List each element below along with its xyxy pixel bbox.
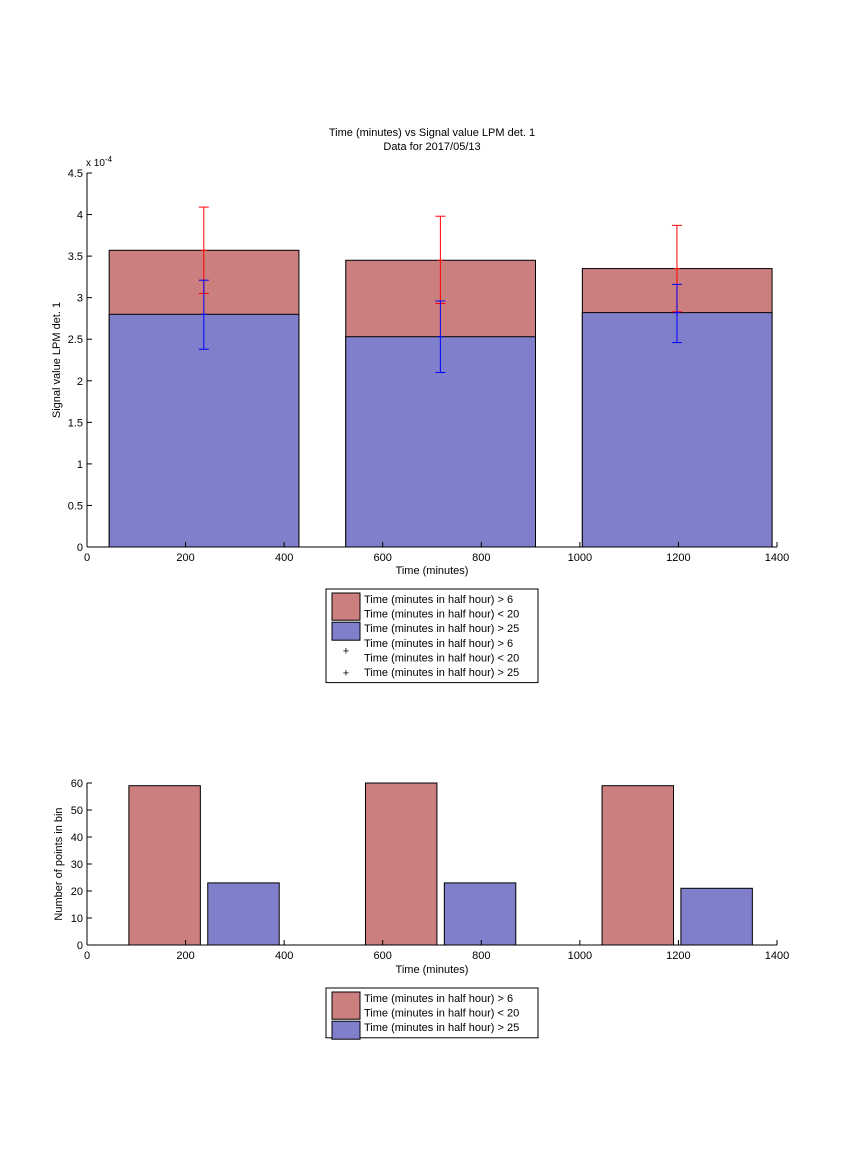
bottom-legend: Time (minutes in half hour) > 6 Time (min… xyxy=(325,987,539,1040)
y-tick-label: 3 xyxy=(77,293,83,305)
y-tick-label: 0 xyxy=(77,940,83,952)
y-tick-label: 60 xyxy=(71,778,83,790)
chart-subtitle: Data for 2017/05/13 xyxy=(383,141,480,153)
bottom-axes-group: 0 200 400 600 800 1000 1200 1400 0 10 20 30 40 50 60 xyxy=(71,778,789,962)
x-tick-label: 600 xyxy=(374,950,392,962)
y-tick-label: 30 xyxy=(71,859,83,871)
top-y-axis-label: Signal value LPM det. 1 xyxy=(51,302,63,418)
legend-marker-3: + xyxy=(343,645,349,657)
top-legend: Time (minutes in half hour) > 6 Time (min… xyxy=(325,588,539,684)
legend-box xyxy=(325,588,539,684)
x-tick-label: 0 xyxy=(84,552,90,564)
top-x-axis-label: Time (minutes) xyxy=(396,565,469,577)
top-bars-group xyxy=(108,249,773,548)
legend-entry-label: Time (minutes in half hour) > 6 xyxy=(364,993,513,1005)
y-tick-label: 1 xyxy=(77,459,83,471)
legend-entry-label: Time (minutes in half hour) > 25 xyxy=(364,623,519,635)
legend-entry-label: Time (minutes in half hour) > 25 xyxy=(364,1022,519,1034)
y-axis-exponent-base: x 10 xyxy=(86,158,105,169)
y-tick-label: 40 xyxy=(71,832,83,844)
y-tick-label: 1.5 xyxy=(68,417,83,429)
count-bar-3 xyxy=(364,782,438,946)
legend-swatch-2 xyxy=(331,1020,361,1040)
x-tick-label: 800 xyxy=(472,950,490,962)
legend-entry-label: Time (minutes in half hour) < 20 xyxy=(364,652,519,664)
blue-bar-1 xyxy=(108,313,300,548)
y-axis-exponent: x 10-4 xyxy=(86,155,113,169)
legend-swatch-1 xyxy=(331,991,361,1020)
x-tick-label: 0 xyxy=(84,950,90,962)
legend-swatch-1 xyxy=(331,592,361,621)
blue-bar-3 xyxy=(581,312,773,548)
bottom-y-axis-label: Number of points in bin xyxy=(53,807,65,920)
y-tick-label: 0.5 xyxy=(68,500,83,512)
y-tick-label: 2 xyxy=(77,376,83,388)
count-bar-5 xyxy=(601,785,674,946)
x-tick-label: 400 xyxy=(275,552,293,564)
x-tick-label: 1400 xyxy=(765,950,789,962)
top-error-bars-group xyxy=(198,206,682,373)
top-axes-group: 0 200 400 600 800 1000 1200 1400 0 0.5 1 1.5 2 2.5 3 3.… xyxy=(68,168,790,564)
x-tick-label: 200 xyxy=(176,552,194,564)
y-tick-label: 10 xyxy=(71,913,83,925)
chart-title: Time (minutes) vs Signal value LPM det. … xyxy=(329,127,535,139)
x-tick-label: 1200 xyxy=(666,950,690,962)
y-tick-label: 4 xyxy=(77,210,83,222)
y-tick-label: 2.5 xyxy=(68,334,83,346)
y-tick-label: 4.5 xyxy=(68,168,83,180)
legend-marker-4: + xyxy=(343,667,349,679)
y-axis-exponent-power: -4 xyxy=(105,155,113,164)
x-tick-label: 200 xyxy=(176,950,194,962)
legend-box xyxy=(325,987,539,1039)
x-tick-label: 1400 xyxy=(765,552,789,564)
y-tick-label: 20 xyxy=(71,886,83,898)
x-tick-label: 800 xyxy=(472,552,490,564)
legend-entry-label: Time (minutes in half hour) < 20 xyxy=(364,609,519,621)
bottom-x-axis-label: Time (minutes) xyxy=(396,964,469,976)
legend-entry-label: Time (minutes in half hour) > 25 xyxy=(364,667,519,679)
count-bar-4 xyxy=(443,882,517,946)
x-tick-label: 1000 xyxy=(568,552,592,564)
y-tick-label: 50 xyxy=(71,805,83,817)
count-bar-1 xyxy=(128,785,201,946)
count-bar-2 xyxy=(207,882,280,946)
y-tick-label: 3.5 xyxy=(68,251,83,263)
legend-entry-label: Time (minutes in half hour) > 6 xyxy=(364,594,513,606)
count-bar-6 xyxy=(680,887,753,946)
legend-swatch-2 xyxy=(331,621,361,641)
x-tick-label: 1000 xyxy=(568,950,592,962)
x-tick-label: 400 xyxy=(275,950,293,962)
x-tick-label: 600 xyxy=(374,552,392,564)
x-tick-label: 1200 xyxy=(666,552,690,564)
bottom-bars-group xyxy=(128,782,753,946)
y-tick-label: 0 xyxy=(77,542,83,554)
legend-entry-label: Time (minutes in half hour) < 20 xyxy=(364,1008,519,1020)
legend-entry-label: Time (minutes in half hour) > 6 xyxy=(364,638,513,650)
